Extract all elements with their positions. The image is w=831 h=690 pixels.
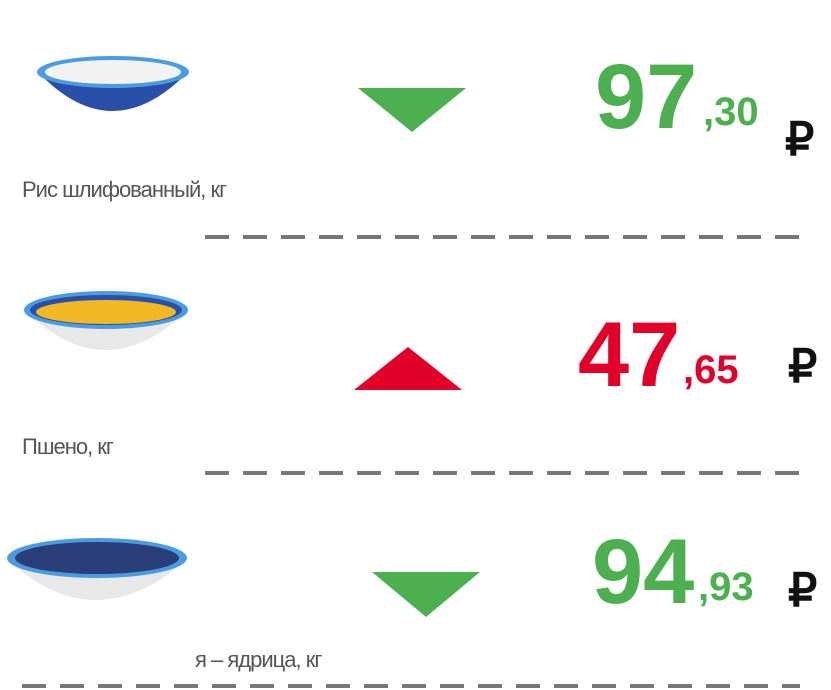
- price-fraction: ,93: [698, 565, 754, 609]
- buckwheat-bowl: [7, 538, 187, 600]
- price-integer: 97: [595, 46, 697, 148]
- trend-arrow: [358, 88, 466, 132]
- currency: ₽: [788, 564, 817, 616]
- price-fraction: ,65: [683, 348, 739, 392]
- price-fraction: ,30: [703, 90, 759, 134]
- trend-arrow: [354, 347, 462, 390]
- rice-bowl: [37, 56, 189, 111]
- product-label: я – ядрица, кг: [195, 647, 322, 672]
- product-label: Рис шлифованный, кг: [22, 177, 227, 202]
- millet-bowl: [24, 291, 188, 350]
- currency: ₽: [788, 340, 817, 392]
- currency: ₽: [785, 113, 814, 165]
- price-integer: 94: [592, 521, 694, 623]
- price-integer: 47: [578, 304, 680, 406]
- trend-arrow: [372, 572, 480, 617]
- product-label: Пшено, кг: [22, 434, 114, 459]
